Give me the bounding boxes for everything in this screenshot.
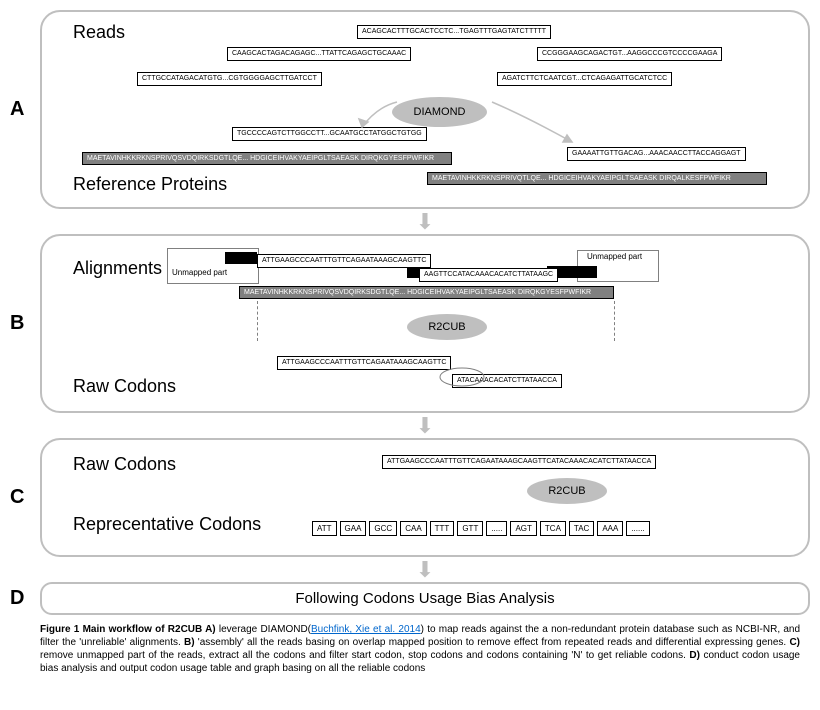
- codon-6: .....: [486, 521, 507, 536]
- panel-c: Raw Codons ATTGAAGCCCAATTTGTTCAGAATAAAGC…: [40, 438, 810, 557]
- caption-bold: Figure 1 Main workflow of R2CUB A): [40, 624, 216, 635]
- panel-a-row: A Reads ACAGCACTTTGCACTCCTC...TGAGTTTGAG…: [10, 10, 810, 209]
- arrow-b-c: ⬇: [10, 415, 810, 437]
- read-seq-1: CAAGCACTAGACAGAGC...TTATTCAGAGCTGCAAAC: [227, 47, 411, 61]
- arrow-curve-2: [487, 87, 587, 152]
- codon-3: CAA: [400, 521, 426, 536]
- ref-proteins-title: Reference Proteins: [73, 174, 227, 195]
- reads-title: Reads: [73, 22, 125, 43]
- panel-c-row: C Raw Codons ATTGAAGCCCAATTTGTTCAGAATAAA…: [10, 438, 810, 557]
- r2cub-oval-b: R2CUB: [407, 314, 487, 340]
- panel-d-label: D: [10, 587, 40, 610]
- workflow-diagram: A Reads ACAGCACTTTGCACTCCTC...TGAGTTTGAG…: [10, 10, 810, 675]
- panel-a-label: A: [10, 98, 40, 121]
- read-seq-3: CTTGCCATAGACATGTG...CGTGGGGAGCTTGATCCT: [137, 72, 322, 86]
- arrow-curve-1: [347, 87, 407, 137]
- panel-d-row: D Following Codons Usage Bias Analysis: [10, 582, 810, 615]
- caption-t3: 'assembly' all the reads basing on overl…: [195, 637, 790, 648]
- raw-codon-seq: ATTGAAGCCCAATTTGTTCAGAATAAAGCAAGTTCATACA…: [382, 455, 656, 469]
- raw-codons-title-b: Raw Codons: [73, 376, 176, 397]
- codon-2: GCC: [369, 521, 397, 536]
- align-seq-2: MAETAVINHKKRKNSPRIVQSVDQIRKSDGTLQE... HD…: [239, 286, 614, 299]
- align-seq-1: AAGTTCCATACAAACACATCTTATAAGC: [419, 268, 558, 282]
- dashed-line-0: [257, 301, 258, 341]
- codon-5: GTT: [457, 521, 483, 536]
- codon-1: GAA: [340, 521, 367, 536]
- codon-10: AAA: [597, 521, 623, 536]
- codon-7: AGT: [510, 521, 536, 536]
- caption-b4: D): [689, 650, 700, 661]
- unmapped-label-1: Unmapped part: [587, 252, 642, 261]
- panel-b-row: B Alignments ATTGAAGCCCAATTTGTTCAGAATAAA…: [10, 234, 810, 413]
- panel-d-text: Following Codons Usage Bias Analysis: [295, 590, 554, 607]
- codon-strip: ATTGAAGCCCAA TTTGTT.....AGT TCATACAAA.....…: [312, 518, 653, 536]
- diamond-label: DIAMOND: [414, 106, 466, 118]
- panel-a: Reads ACAGCACTTTGCACTCCTC...TGAGTTTGAGTA…: [40, 10, 810, 209]
- read-seq-4: AGATCTTCTCAATCGT...CTCAGAGATTGCATCTCC: [497, 72, 672, 86]
- protein-seq-1: MAETAVINHKKRKNSPRIVQTLQE... HDGICEIHVAKY…: [427, 172, 767, 185]
- codon-0: ATT: [312, 521, 337, 536]
- codon-8: TCA: [540, 521, 566, 536]
- panel-b: Alignments ATTGAAGCCCAATTTGTTCAGAATAAAGC…: [40, 234, 810, 413]
- alignments-title: Alignments: [73, 258, 162, 279]
- caption-t4: remove unmapped part of the reads, extra…: [40, 650, 689, 661]
- panel-d: Following Codons Usage Bias Analysis: [40, 582, 810, 615]
- black-block-0: [225, 252, 257, 264]
- dashed-line-1: [614, 301, 615, 341]
- caption-b2: B): [184, 637, 195, 648]
- codon-4: TTT: [430, 521, 455, 536]
- caption-link[interactable]: Buchfink, Xie et al. 2014: [311, 624, 421, 635]
- r2cub-label-b: R2CUB: [428, 321, 465, 333]
- rep-codons-title: Reprecentative Codons: [73, 514, 261, 535]
- protein-seq-0: MAETAVINHKKRKNSPRIVQSVDQIRKSDGTLQE... HD…: [82, 152, 452, 165]
- panel-b-label: B: [10, 312, 40, 335]
- align-seq-0: ATTGAAGCCCAATTTGTTCAGAATAAAGCAAGTTC: [257, 254, 431, 268]
- join-ellipse: [437, 366, 487, 388]
- unmapped-label-0: Unmapped part: [172, 268, 227, 277]
- codon-9: TAC: [569, 521, 594, 536]
- codon-11: ......: [626, 521, 649, 536]
- caption-b3: C): [789, 637, 800, 648]
- figure-caption: Figure 1 Main workflow of R2CUB A) lever…: [10, 623, 810, 675]
- read-seq-2: CCGGGAAGCAGACTGT...AAGGCCCGTCCCCGAAGA: [537, 47, 722, 61]
- caption-t1: leverage DIAMOND(: [216, 624, 311, 635]
- r2cub-oval-c: R2CUB: [527, 478, 607, 504]
- read-seq-0: ACAGCACTTTGCACTCCTC...TGAGTTTGAGTATCTTTT…: [357, 25, 551, 39]
- arrow-c-d: ⬇: [10, 559, 810, 581]
- read-seq-6: GAAAATTGTTGACAG...AAACAACCTTACCAGGAGT: [567, 147, 746, 161]
- raw-codons-title-c: Raw Codons: [73, 454, 176, 475]
- panel-c-label: C: [10, 486, 40, 509]
- align-seq-3: ATTGAAGCCCAATTTGTTCAGAATAAAGCAAGTTC: [277, 356, 451, 370]
- arrow-a-b: ⬇: [10, 211, 810, 233]
- r2cub-label-c: R2CUB: [548, 485, 585, 497]
